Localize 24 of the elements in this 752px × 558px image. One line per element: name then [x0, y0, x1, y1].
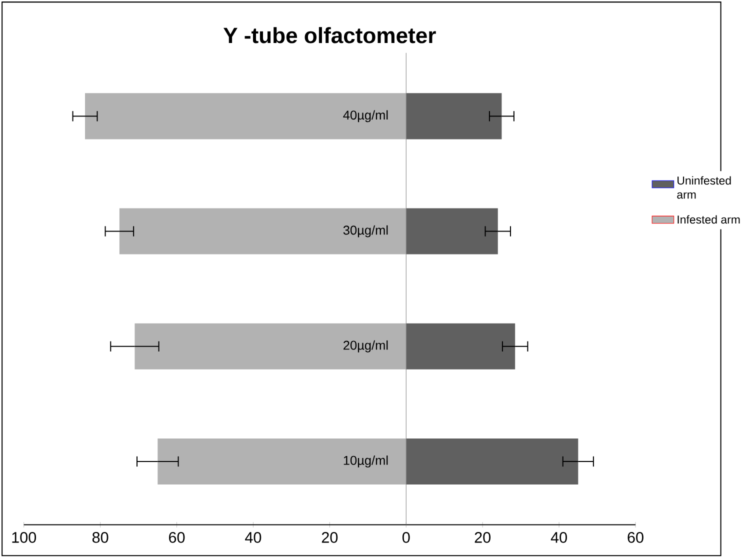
- chart-title: Y -tube olfactometer: [223, 27, 436, 44]
- y-tick-label: 20µg/ml: [344, 340, 388, 352]
- x-tick-label: 20: [474, 532, 491, 543]
- bar: [134, 324, 406, 370]
- legend-label: Infested arm: [678, 215, 740, 224]
- bar: [406, 324, 516, 370]
- bar: [85, 93, 406, 140]
- x-tick-label: 40: [550, 532, 567, 543]
- x-tick-label: 60: [628, 532, 644, 543]
- bar: [406, 93, 502, 140]
- y-tick-label: 30µg/ml: [343, 225, 388, 238]
- x-tick-label: 80: [92, 532, 108, 543]
- y-tick-label: 10µg/ml: [344, 456, 388, 468]
- x-tick-label: 60: [169, 532, 185, 543]
- x-tick-label: 100: [12, 532, 36, 543]
- bar: [406, 438, 578, 485]
- bar: [158, 438, 406, 485]
- x-tick-label: 0: [402, 532, 410, 543]
- x-tick-label: 40: [245, 532, 262, 543]
- bar: [406, 208, 498, 254]
- x-tick-label: 20: [322, 532, 338, 543]
- y-tick-label: 40µg/ml: [343, 110, 388, 122]
- legend-label: Uninfested arm: [677, 176, 731, 199]
- bar: [119, 208, 406, 254]
